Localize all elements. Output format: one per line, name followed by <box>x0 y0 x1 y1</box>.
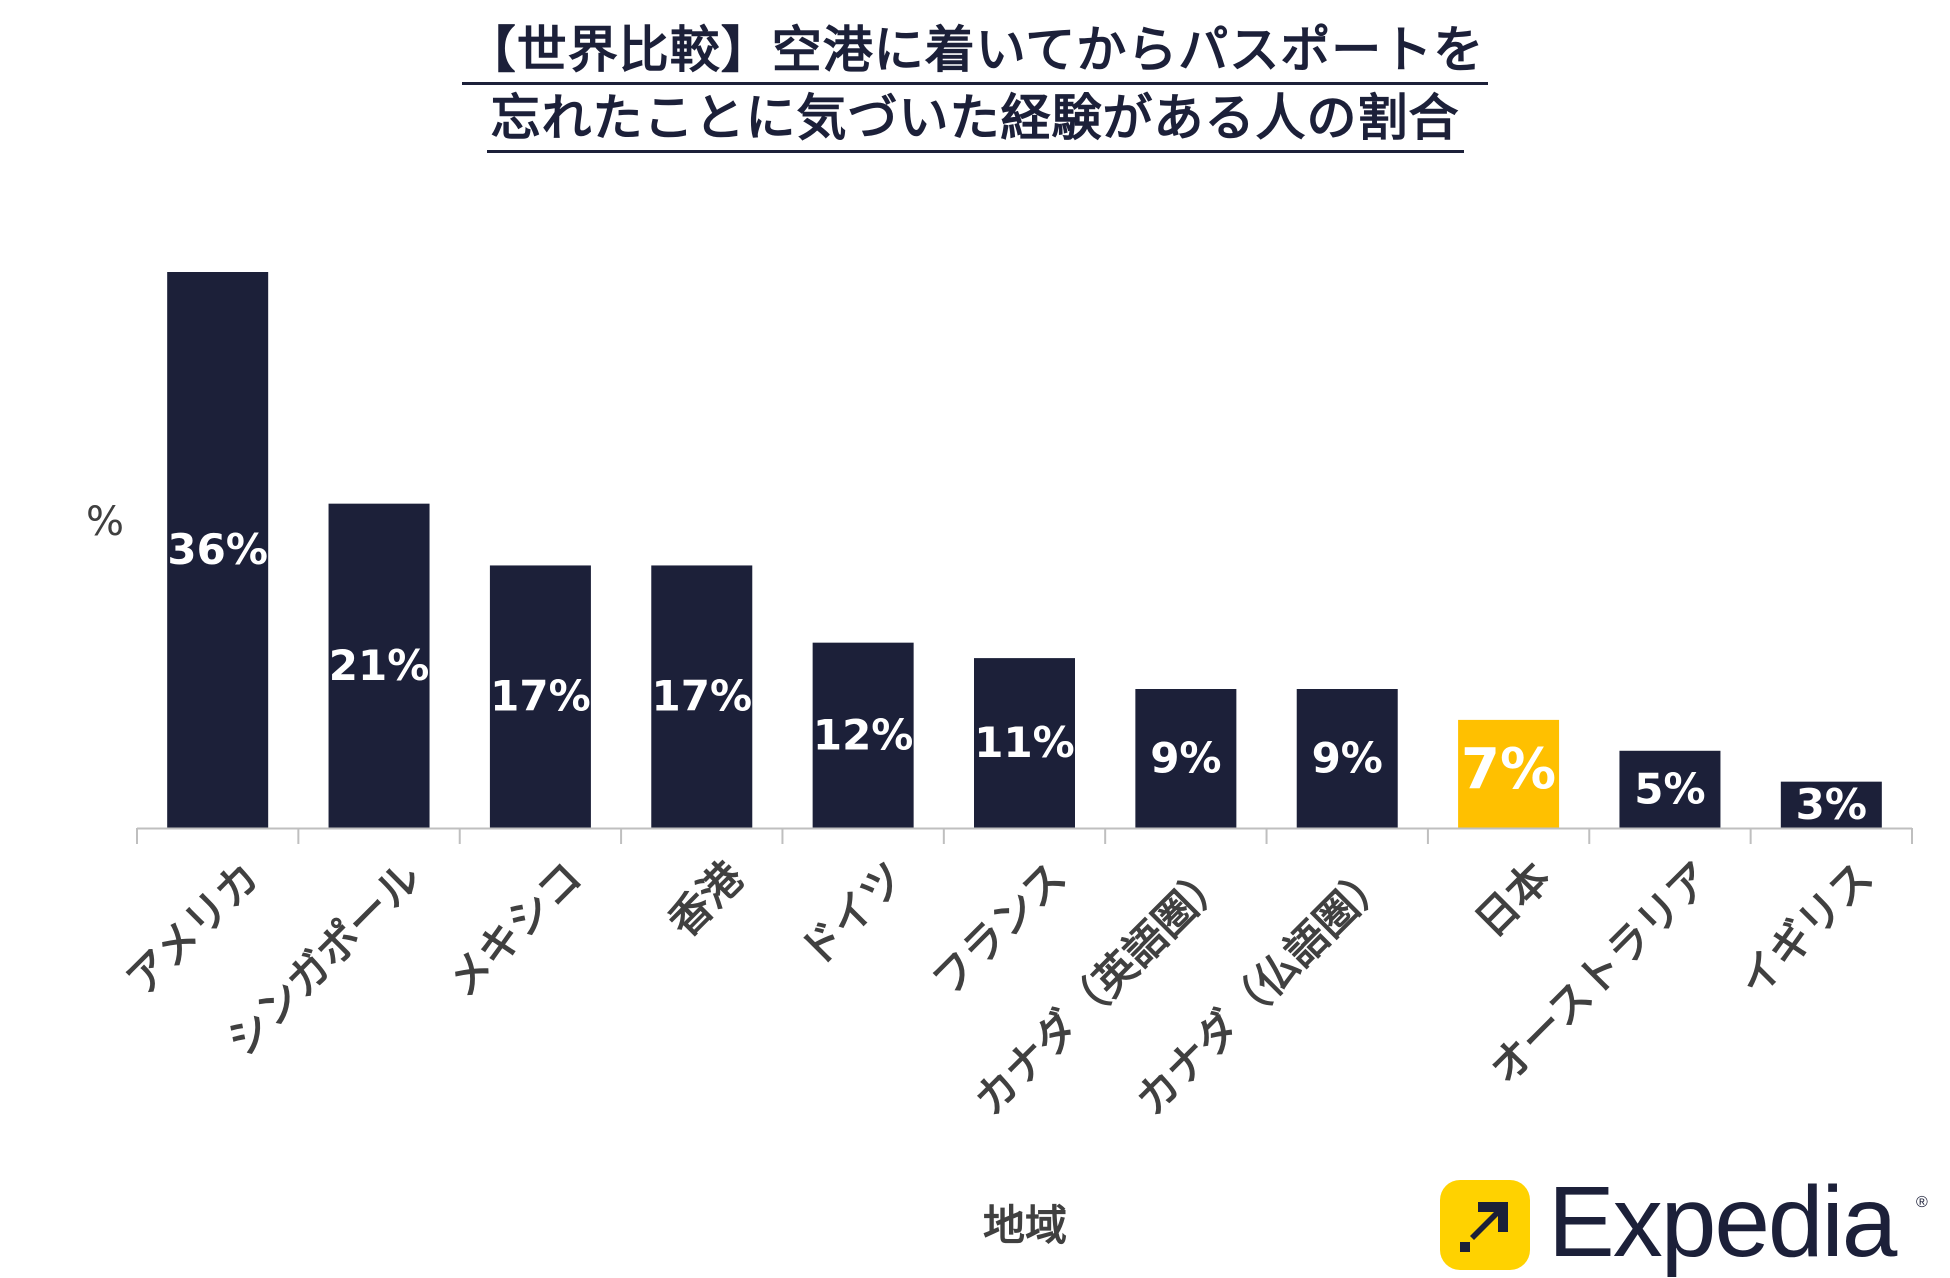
registered-mark: ® <box>1916 1194 1928 1211</box>
expedia-wordmark: Expedia <box>1548 1166 1897 1278</box>
bar-data-label: 9% <box>1312 734 1383 783</box>
x-axis-label: 地域 <box>983 1201 1067 1250</box>
x-axis <box>136 827 1913 844</box>
bar-data-label: 7% <box>1461 737 1556 802</box>
bar-7 <box>1135 689 1237 828</box>
bar-3 <box>489 565 591 828</box>
y-axis-label: % <box>86 499 124 545</box>
chart-title-text-2: 忘れたことに気づいた経験がある人の割合 <box>486 88 1464 153</box>
bars-layer <box>167 272 1882 828</box>
chart-title-line-1: 【世界比較】空港に着いてからパスポートを <box>0 20 1950 85</box>
bar-4 <box>651 565 753 828</box>
bar-1 <box>167 272 269 828</box>
expedia-arrow-icon <box>1440 1180 1530 1270</box>
x-tick-label: ドイツ <box>790 852 914 976</box>
bar-labels-layer: 36% 21% 17% 17% 12% 11% 9% 9% 7% 5% 3% <box>167 525 1867 829</box>
expedia-logo: Expedia ® <box>1440 1172 1940 1276</box>
bar-9 <box>1458 719 1560 828</box>
bar-11 <box>1780 781 1882 828</box>
bar-8 <box>1296 689 1398 828</box>
bar-data-label: 11% <box>974 718 1075 767</box>
bar-5 <box>812 642 914 828</box>
x-tick-label: メキシコ <box>438 852 591 1005</box>
bar-data-label: 21% <box>329 641 430 690</box>
x-tick-label: 香港 <box>659 852 754 947</box>
x-tick-label: アメリカ <box>117 852 269 1004</box>
x-tick-label: イギリス <box>1729 852 1882 1005</box>
bar-data-label: 3% <box>1796 780 1867 829</box>
bar-2 <box>328 503 430 828</box>
bar-data-label: 36% <box>167 525 268 574</box>
bar-data-label: 12% <box>813 710 914 759</box>
bar-data-label: 5% <box>1634 764 1705 813</box>
bar-10 <box>1619 750 1721 828</box>
chart-title-text-1: 【世界比較】空港に着いてからパスポートを <box>461 20 1489 85</box>
bar-data-label: 17% <box>652 672 753 721</box>
chart-title-line-2: 忘れたことに気づいた経験がある人の割合 <box>0 88 1950 153</box>
bar-6 <box>974 658 1075 828</box>
bar-data-label: 9% <box>1150 734 1221 783</box>
bar-data-label: 17% <box>490 672 591 721</box>
x-tick-label: 日本 <box>1466 852 1560 946</box>
x-tick-label: フランス <box>923 852 1076 1005</box>
